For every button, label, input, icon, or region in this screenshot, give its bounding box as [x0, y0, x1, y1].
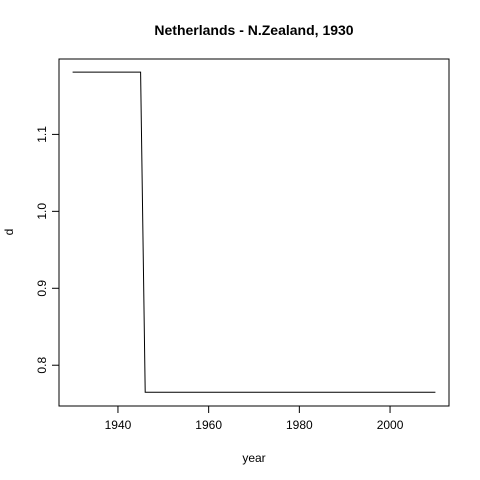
y-axis-label: d [2, 229, 16, 236]
y-axis: 0.8 0.9 1.0 1.1 [35, 126, 59, 374]
series-line [73, 72, 436, 392]
x-tick-label: 1980 [286, 418, 313, 432]
x-tick-label: 2000 [377, 418, 404, 432]
chart-title: Netherlands - N.Zealand, 1930 [154, 22, 353, 38]
y-tick-label: 0.8 [35, 357, 49, 374]
x-tick-label: 1960 [195, 418, 222, 432]
x-axis: 1940 1960 1980 2000 [105, 406, 404, 432]
y-tick-label: 0.9 [35, 280, 49, 297]
plot-frame [59, 59, 449, 406]
series-group [73, 72, 436, 392]
y-tick-label: 1.1 [35, 126, 49, 143]
x-tick-label: 1940 [105, 418, 132, 432]
x-axis-label: year [242, 451, 265, 465]
y-tick-label: 1.0 [35, 203, 49, 220]
